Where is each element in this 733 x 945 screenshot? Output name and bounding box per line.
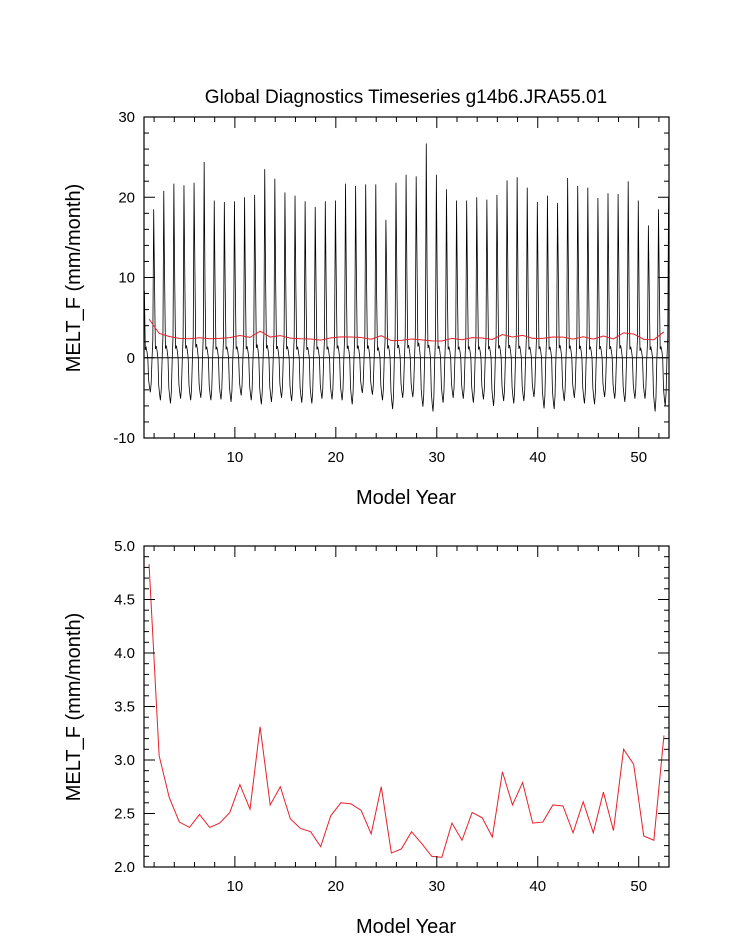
top-chart: Global Diagnostics Timeseries g14b6.JRA5… — [63, 87, 670, 509]
bottom-y-axis-title: MELT_F (mm/month) — [63, 613, 85, 802]
bottom-y-tick-label: 2.0 — [114, 859, 135, 876]
bottom-x-tick-label: 30 — [428, 878, 445, 895]
bottom-plot-frame — [143, 545, 670, 868]
top-x-tick-label: 30 — [428, 449, 445, 466]
bottom-series-layer — [148, 564, 665, 858]
bottom-x-axis-title: Model Year — [356, 916, 456, 938]
bottom-y-tick-label: 5.0 — [114, 538, 135, 555]
top-x-tick-label: 50 — [630, 449, 647, 466]
top-x-tick-label: 10 — [227, 449, 244, 466]
top-y-tick-label: -10 — [113, 430, 135, 447]
bottom-y-tick-label: 4.5 — [114, 592, 135, 609]
top-series-layer — [144, 143, 669, 412]
top-x-tick-label: 40 — [529, 449, 546, 466]
bottom-annual-mean-line — [148, 564, 665, 858]
bottom-x-tick-label: 50 — [630, 878, 647, 895]
top-annual-mean-line — [148, 318, 665, 342]
top-y-axis-title: MELT_F (mm/month) — [63, 184, 85, 373]
bottom-axes-layer: 2.0 2.5 3.0 3.5 4.0 4.5 5.0 10 20 30 40 50 — [114, 538, 669, 895]
top-x-axis-title: Model Year — [356, 487, 456, 509]
top-y-tick-label: 20 — [118, 189, 135, 206]
top-y-tick-label: 0 — [127, 350, 135, 367]
top-plot-frame — [143, 116, 670, 439]
bottom-y-tick-label: 4.0 — [114, 645, 135, 662]
chart-title: Global Diagnostics Timeseries g14b6.JRA5… — [205, 87, 607, 108]
top-x-tick-label: 20 — [327, 449, 344, 466]
top-monthly-line — [144, 143, 669, 412]
top-axes-layer: -10 0 10 20 30 10 20 30 40 50 — [113, 109, 669, 466]
bottom-chart: 2.0 2.5 3.0 3.5 4.0 4.5 5.0 10 20 30 40 50 Model Ye… — [63, 538, 670, 938]
top-y-tick-label: 30 — [118, 109, 135, 126]
bottom-y-tick-label: 3.5 — [114, 699, 135, 716]
bottom-x-tick-label: 20 — [327, 878, 344, 895]
bottom-y-tick-label: 3.0 — [114, 752, 135, 769]
top-y-tick-label: 10 — [118, 270, 135, 287]
bottom-y-tick-label: 2.5 — [114, 806, 135, 823]
bottom-x-tick-label: 40 — [529, 878, 546, 895]
bottom-x-tick-label: 10 — [227, 878, 244, 895]
